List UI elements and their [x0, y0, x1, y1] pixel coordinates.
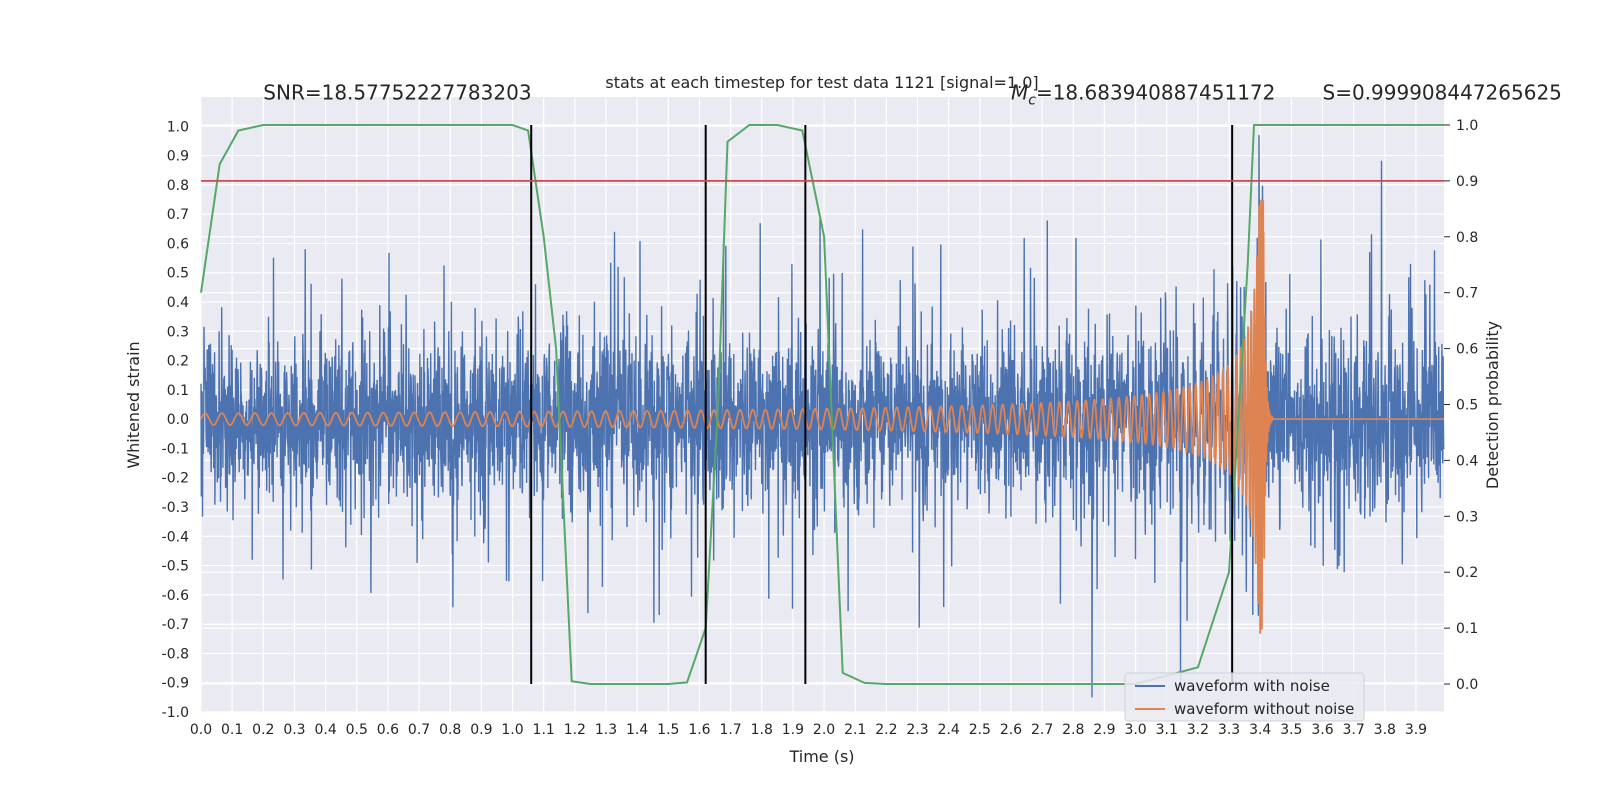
x-tick-label: 2.4 [938, 722, 960, 738]
y2-tick-label: 0.2 [1456, 565, 1478, 581]
annotations: SNR=18.57752227783203 Mc=18.6839408874511… [263, 81, 1562, 109]
y-tick-label: -0.1 [162, 441, 189, 457]
y2-axis-ticks: 0.0 0.1 0.2 0.3 0.4 0.5 0.6 0.7 0.8 0.9 1.0 [1444, 118, 1478, 693]
y2-axis-label: Detection probability [1483, 321, 1502, 489]
x-tick-label: 0.8 [439, 722, 461, 738]
x-tick-label: 0.7 [408, 722, 430, 738]
y2-tick-label: 0.1 [1456, 621, 1478, 637]
x-tick-label: 2.1 [844, 722, 866, 738]
x-tick-label: 1.3 [595, 722, 617, 738]
series-detection-probability [200, 124, 1444, 685]
x-tick-label: 3.0 [1124, 722, 1146, 738]
x-tick-label: 1.1 [533, 722, 555, 738]
line-waveform-without-noise [200, 199, 1444, 634]
y-axis-ticks: -1.0 -0.9 -0.8 -0.7 -0.6 -0.5 -0.4 -0.3 -0.2 -0.1… [162, 119, 189, 721]
x-tick-label: 1.8 [751, 722, 773, 738]
x-tick-label: 3.6 [1311, 722, 1333, 738]
x-tick-label: 2.3 [906, 722, 928, 738]
y2-tick-label: 1.0 [1456, 118, 1478, 134]
x-tick-label: 1.5 [657, 722, 679, 738]
line-waveform-with-noise [200, 135, 1445, 698]
y2-tick-label: 0.9 [1456, 174, 1478, 190]
x-tick-label: 1.2 [564, 722, 586, 738]
x-tick-label: 2.7 [1031, 722, 1053, 738]
x-tick-label: 0.5 [346, 722, 368, 738]
y-tick-label: -0.7 [162, 617, 189, 633]
x-tick-label: 3.3 [1218, 722, 1240, 738]
y-tick-label: -1.0 [162, 705, 189, 721]
y2-tick-label: 0.6 [1456, 342, 1478, 358]
series-waveform-with-noise [200, 135, 1445, 698]
y2-tick-label: 0.0 [1456, 677, 1478, 693]
x-tick-label: 1.4 [626, 722, 648, 738]
x-tick-label: 0.1 [221, 722, 243, 738]
y2-tick-label: 0.7 [1456, 286, 1478, 302]
x-tick-label: 3.7 [1343, 722, 1365, 738]
annotation-text: Mc=18.683940887451172 [1011, 81, 1275, 109]
y-tick-label: 0.2 [167, 354, 189, 370]
annotation-text: SNR=18.57752227783203 [263, 81, 531, 105]
x-tick-label: 1.7 [719, 722, 741, 738]
y-tick-label: 0.5 [167, 266, 189, 282]
x-tick-label: 2.5 [969, 722, 991, 738]
y-tick-label: 0.1 [167, 383, 189, 399]
y-tick-label: 0.3 [167, 324, 189, 340]
y-tick-label: -0.5 [162, 559, 189, 575]
x-tick-label: 1.6 [688, 722, 710, 738]
y-tick-label: -0.4 [162, 529, 189, 545]
legend: waveform with noise waveform without noi… [1124, 672, 1365, 722]
x-tick-label: 3.8 [1374, 722, 1396, 738]
y-tick-label: 0.4 [167, 295, 189, 311]
y-tick-label: 0.0 [167, 412, 189, 428]
x-tick-label: 3.4 [1249, 722, 1271, 738]
y-tick-label: -0.8 [162, 646, 189, 662]
x-tick-label: 3.2 [1187, 722, 1209, 738]
x-tick-label: 2.6 [1000, 722, 1022, 738]
chart-title: stats at each timestep for test data 112… [605, 73, 1038, 92]
y2-tick-label: 0.3 [1456, 509, 1478, 525]
y-tick-label: 0.6 [167, 236, 189, 252]
legend-label-noisy: waveform with noise [1174, 677, 1330, 695]
legend-box [1124, 672, 1365, 722]
y-tick-label: 0.9 [167, 149, 189, 165]
x-tick-label: 0.4 [314, 722, 336, 738]
x-tick-label: 3.5 [1280, 722, 1302, 738]
y2-tick-label: 0.4 [1456, 453, 1478, 469]
y-tick-label: 0.8 [167, 178, 189, 194]
x-tick-label: 0.2 [252, 722, 274, 738]
x-axis-label: Time (s) [788, 747, 854, 766]
x-tick-label: 3.9 [1405, 722, 1427, 738]
x-tick-label: 2.8 [1062, 722, 1084, 738]
y-tick-label: -0.6 [162, 588, 189, 604]
annotation-text: S=0.999908447265625 [1323, 81, 1562, 105]
x-tick-label: 2.2 [875, 722, 897, 738]
x-tick-label: 3.1 [1156, 722, 1178, 738]
x-tick-label: 2.0 [813, 722, 835, 738]
x-tick-label: 0.3 [283, 722, 305, 738]
series-waveform-without-noise [200, 199, 1444, 634]
y-tick-label: -0.3 [162, 500, 189, 516]
y2-tick-label: 0.8 [1456, 230, 1478, 246]
y-tick-label: 0.7 [167, 207, 189, 223]
x-tick-label: 0.6 [377, 722, 399, 738]
x-tick-label: 0.0 [190, 722, 212, 738]
y2-tick-label: 0.5 [1456, 398, 1478, 414]
y-tick-label: -0.9 [162, 676, 189, 692]
y-axis-label: Whitened strain [124, 341, 143, 468]
x-tick-label: 1.9 [782, 722, 804, 738]
legend-label-clean: waveform without noise [1174, 700, 1354, 718]
x-tick-label: 0.9 [470, 722, 492, 738]
line-detection-probability [200, 124, 1444, 685]
x-tick-label: 1.0 [501, 722, 523, 738]
x-tick-label: 2.9 [1093, 722, 1115, 738]
y-tick-label: 1.0 [167, 119, 189, 135]
x-axis-ticks: 0.0 0.1 0.2 0.3 0.4 0.5 0.6 0.7 0.8 0.9 1.0 1.1 1.2 1… [190, 722, 1427, 738]
y-tick-label: -0.2 [162, 471, 189, 487]
vertical-markers [530, 124, 1234, 685]
